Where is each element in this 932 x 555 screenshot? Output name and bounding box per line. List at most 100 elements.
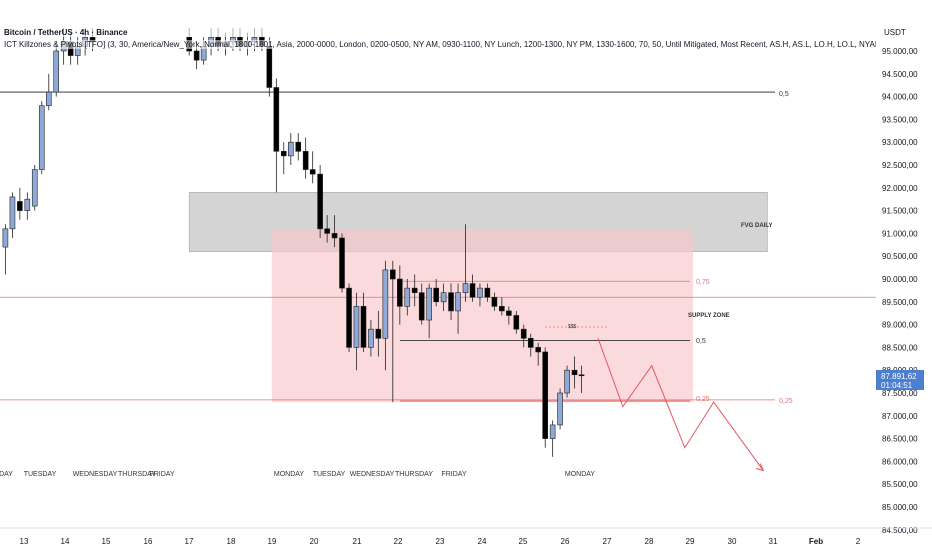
price-tick-label: 91.000,00 <box>882 229 918 238</box>
fib-025-label: 0,25 <box>696 396 710 403</box>
candle <box>317 165 323 238</box>
candle-body <box>426 287 432 321</box>
candle <box>542 347 549 448</box>
level-top-label: 0,5 <box>779 91 789 98</box>
candle <box>31 165 38 211</box>
time-tick-label: 18 <box>227 537 236 546</box>
price-tick-label: 90.500,00 <box>882 252 918 261</box>
candle <box>273 78 280 193</box>
price-tick-label: 94.000,00 <box>882 93 918 102</box>
candle <box>571 356 578 389</box>
fib-075-label: 0,75 <box>696 279 710 286</box>
candle-body <box>499 306 505 312</box>
weekday-label: MONDAY <box>274 471 305 478</box>
candle-body <box>506 310 512 316</box>
candle-body <box>287 141 294 157</box>
supply-zone <box>271 228 694 403</box>
weekday-label: TUESDAY <box>313 471 346 478</box>
candle <box>462 224 469 302</box>
candle-body <box>527 337 534 348</box>
candle-body <box>390 269 396 280</box>
candle <box>520 324 527 348</box>
candle-body <box>339 237 345 289</box>
indicator-legend[interactable]: ICT Killzones & Pivots [TFO] (3, 30, Ame… <box>4 40 876 49</box>
candle-body <box>295 141 302 152</box>
candle <box>418 283 425 325</box>
time-tick-label: 20 <box>310 537 319 546</box>
candle <box>38 101 45 175</box>
projection-layer <box>597 338 765 472</box>
weekday-label: DAY <box>0 471 13 478</box>
candle <box>382 260 389 371</box>
candle <box>346 283 352 352</box>
candle-body <box>571 369 578 376</box>
candle-body <box>45 91 52 107</box>
candle-body <box>280 151 287 157</box>
candle-body <box>448 292 454 312</box>
candle-body <box>433 287 439 303</box>
time-tick-label: 31 <box>769 537 778 546</box>
dollar-marker: $$$ <box>568 324 577 330</box>
time-tick-label: 21 <box>353 537 362 546</box>
candle-body <box>17 201 23 211</box>
candle <box>324 215 330 243</box>
candle-body <box>542 351 549 439</box>
candle <box>390 260 396 403</box>
weekday-label: THURSDAY <box>118 471 156 478</box>
candle <box>578 365 585 393</box>
candle-body <box>353 306 360 348</box>
price-tick-label: 90.000,00 <box>882 275 918 284</box>
candle-body <box>24 198 31 211</box>
time-axis[interactable]: 13 14 15 16 17 18 19 20 21 22 23 24 25 26 27 28 29 30 31 Fe… <box>0 527 932 546</box>
symbol-title[interactable]: Bitcoin / TetherUS · 4h · Binance <box>4 28 876 37</box>
candle <box>477 283 483 307</box>
candle <box>353 292 360 371</box>
candle <box>302 137 309 179</box>
candle-body <box>411 287 418 293</box>
price-tick-label: 93.500,00 <box>882 115 918 124</box>
candle-body <box>360 306 367 348</box>
price-axis[interactable]: USDT 95.000,00 94.500,00 94.000,00 93.500,0… <box>876 28 924 535</box>
price-tick-label: 93.000,00 <box>882 138 918 147</box>
candle-body <box>549 424 556 439</box>
time-tick-label: 26 <box>561 537 570 546</box>
candle-body <box>477 287 483 298</box>
candle <box>331 215 338 248</box>
candle <box>455 283 461 334</box>
candle <box>339 233 345 293</box>
candle-body <box>302 151 309 170</box>
candle <box>549 420 556 457</box>
price-tick-label: 86.000,00 <box>882 457 918 466</box>
candle-body <box>331 233 338 239</box>
candle <box>484 283 491 302</box>
candle <box>433 279 439 307</box>
candle-body <box>382 269 389 339</box>
fib-025-right-label: 0,25 <box>779 398 793 405</box>
candle <box>404 279 411 316</box>
candle-body <box>564 369 570 394</box>
time-tick-label: 23 <box>436 537 445 546</box>
current-price-tag <box>876 370 924 390</box>
candle-body <box>2 228 9 248</box>
candle <box>9 192 16 238</box>
candle <box>411 274 418 307</box>
price-tick-label: 89.000,00 <box>882 321 918 330</box>
time-tick-label: 2 <box>856 537 861 546</box>
price-tick-label: 94.500,00 <box>882 70 918 79</box>
candle <box>375 310 382 357</box>
projection-arrowhead <box>756 463 765 472</box>
candle-body <box>455 292 461 312</box>
weekday-label: FRIDAY <box>441 471 466 478</box>
candle <box>397 265 403 325</box>
candle-body <box>324 228 330 234</box>
weekday-label: FRIDAY <box>149 471 174 478</box>
supply-zone-label: SUPPLY ZONE <box>688 313 730 319</box>
weekday-label: WEDNESDAY <box>350 471 395 478</box>
price-tick-label: 85.000,00 <box>882 503 918 512</box>
weekday-label: THURSDAY <box>395 471 433 478</box>
price-tick-label: 87.000,00 <box>882 412 918 421</box>
currency-label: USDT <box>884 28 906 37</box>
candle <box>2 224 9 275</box>
